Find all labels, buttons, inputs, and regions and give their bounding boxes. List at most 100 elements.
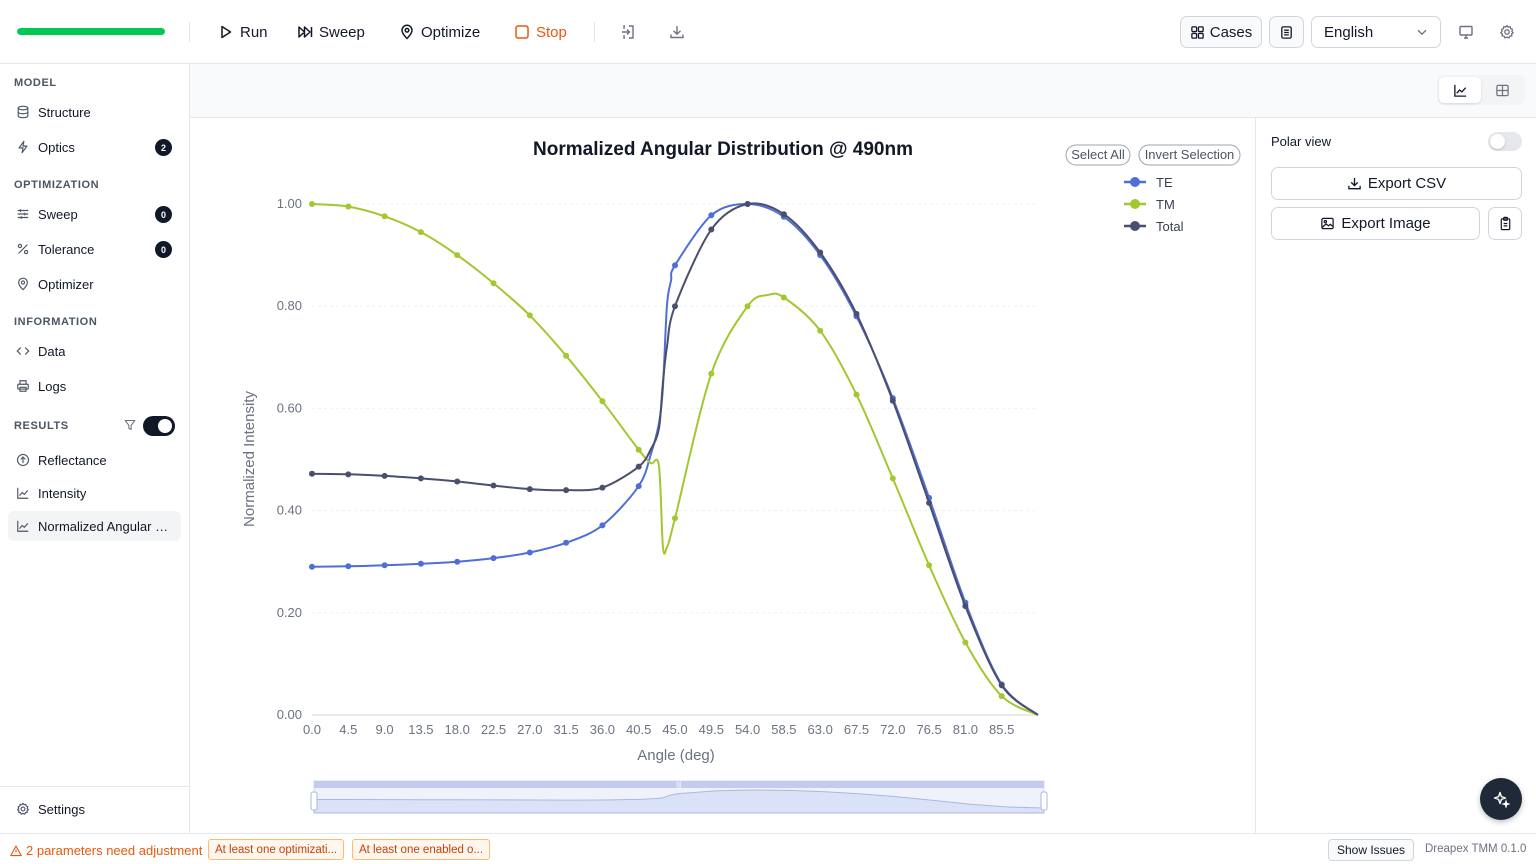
export-image-button[interactable]: Export Image	[1271, 207, 1480, 240]
data-point[interactable]	[672, 303, 678, 310]
data-point[interactable]	[889, 397, 896, 404]
data-point[interactable]	[962, 603, 969, 610]
data-point[interactable]	[998, 682, 1005, 689]
sweep-button[interactable]: Sweep	[297, 20, 365, 44]
ai-assistant-button[interactable]	[1480, 778, 1522, 820]
data-point[interactable]	[635, 483, 642, 490]
data-point[interactable]	[780, 294, 787, 301]
data-point[interactable]	[454, 478, 461, 485]
gear-icon	[17, 802, 29, 815]
data-point[interactable]	[635, 446, 642, 453]
data-point[interactable]	[381, 213, 388, 220]
data-point[interactable]	[926, 562, 933, 569]
chart-view-button[interactable]	[1439, 77, 1481, 103]
data-point[interactable]	[417, 560, 424, 567]
issue-chip[interactable]: At least one enabled o...	[352, 839, 491, 860]
series-tm[interactable]	[309, 201, 1039, 716]
sidebar-item-optimizer[interactable]: Optimizer	[8, 269, 181, 299]
data-point[interactable]	[309, 201, 315, 207]
cases-button[interactable]: Cases	[1180, 16, 1262, 48]
show-issues-button[interactable]: Show Issues	[1328, 839, 1414, 861]
sidebar-item-sweep[interactable]: Sweep 0	[8, 199, 181, 229]
filter-icon[interactable]	[124, 419, 136, 431]
data-point[interactable]	[962, 639, 969, 646]
data-point[interactable]	[454, 558, 461, 565]
data-point[interactable]	[708, 212, 715, 219]
sidebar-item-structure[interactable]: Structure	[8, 97, 181, 127]
data-point[interactable]	[672, 262, 678, 269]
data-point[interactable]	[744, 303, 751, 310]
legend-item[interactable]: Total	[1124, 219, 1184, 234]
data-point[interactable]	[853, 391, 860, 398]
import-button[interactable]	[616, 20, 640, 44]
sidebar-item-optics[interactable]: Optics 2	[8, 132, 181, 162]
data-zoom-slider[interactable]: |||	[310, 780, 1048, 814]
table-view-button[interactable]	[1481, 77, 1523, 103]
data-point[interactable]	[490, 555, 497, 562]
stop-button[interactable]: Stop	[514, 20, 567, 44]
data-point[interactable]	[744, 201, 751, 207]
data-point[interactable]	[926, 499, 933, 506]
data-point[interactable]	[563, 487, 570, 494]
sidebar-item-normalized-angular[interactable]: Normalized Angular Distribution	[8, 511, 181, 541]
export-csv-button[interactable]: Export CSV	[1271, 167, 1522, 200]
sidebar-item-tolerance[interactable]: Tolerance 0	[8, 234, 181, 264]
data-point[interactable]	[526, 486, 533, 493]
data-point[interactable]	[998, 693, 1005, 700]
data-point[interactable]	[345, 471, 352, 478]
data-point[interactable]	[563, 352, 570, 359]
display-button[interactable]	[1454, 20, 1478, 44]
copy-clipboard-button[interactable]	[1488, 207, 1522, 240]
data-point[interactable]	[708, 226, 715, 233]
data-point[interactable]	[599, 522, 606, 529]
data-point[interactable]	[490, 482, 497, 489]
data-point[interactable]	[490, 280, 497, 287]
data-point[interactable]	[309, 470, 315, 477]
legend-item[interactable]: TM	[1124, 197, 1175, 212]
select-all-button[interactable]: Select All	[1065, 144, 1131, 166]
data-point[interactable]	[672, 515, 678, 522]
data-point[interactable]	[417, 475, 424, 482]
sidebar-item-reflectance[interactable]: Reflectance	[8, 445, 181, 475]
results-toggle[interactable]	[143, 416, 175, 436]
data-point[interactable]	[454, 252, 461, 259]
data-point[interactable]	[599, 484, 606, 491]
invert-selection-button[interactable]: Invert Selection	[1138, 144, 1241, 166]
download-button[interactable]	[665, 20, 689, 44]
data-point[interactable]	[563, 539, 570, 546]
sidebar-item-logs[interactable]: Logs	[8, 371, 181, 401]
zoom-handle-left[interactable]	[310, 791, 318, 811]
data-point[interactable]	[417, 229, 424, 236]
legend-item[interactable]: TE	[1124, 175, 1173, 190]
issue-chip[interactable]: At least one optimizati...	[208, 839, 345, 860]
sidebar-item-settings[interactable]: Settings	[8, 794, 181, 824]
sidebar-item-intensity[interactable]: Intensity	[8, 478, 181, 508]
document-button[interactable]	[1269, 16, 1304, 48]
data-point[interactable]	[526, 549, 533, 556]
data-point[interactable]	[345, 203, 352, 210]
data-point[interactable]	[526, 312, 533, 319]
series-te[interactable]	[309, 201, 1039, 716]
data-point[interactable]	[381, 472, 388, 479]
data-point[interactable]	[817, 327, 824, 334]
data-point[interactable]	[853, 310, 860, 317]
polar-view-toggle[interactable]	[1488, 132, 1522, 151]
data-point[interactable]	[599, 398, 606, 405]
data-point[interactable]	[708, 370, 715, 377]
data-point[interactable]	[817, 249, 824, 256]
data-point[interactable]	[381, 562, 388, 569]
data-point[interactable]	[889, 475, 896, 482]
settings-gear-button[interactable]	[1495, 20, 1519, 44]
warning-message[interactable]: 2 parameters need adjustment	[10, 843, 202, 858]
series-total[interactable]	[309, 201, 1039, 716]
data-point[interactable]	[309, 563, 315, 570]
data-point[interactable]	[635, 463, 642, 470]
language-select[interactable]: English	[1311, 16, 1441, 48]
data-point[interactable]	[780, 211, 787, 218]
zoom-handle-bar[interactable]	[314, 781, 1044, 788]
sidebar-item-data[interactable]: Data	[8, 336, 181, 366]
zoom-handle-right[interactable]	[1040, 791, 1048, 811]
data-point[interactable]	[345, 563, 352, 570]
optimize-button[interactable]: Optimize	[399, 20, 480, 44]
run-button[interactable]: Run	[218, 20, 268, 44]
